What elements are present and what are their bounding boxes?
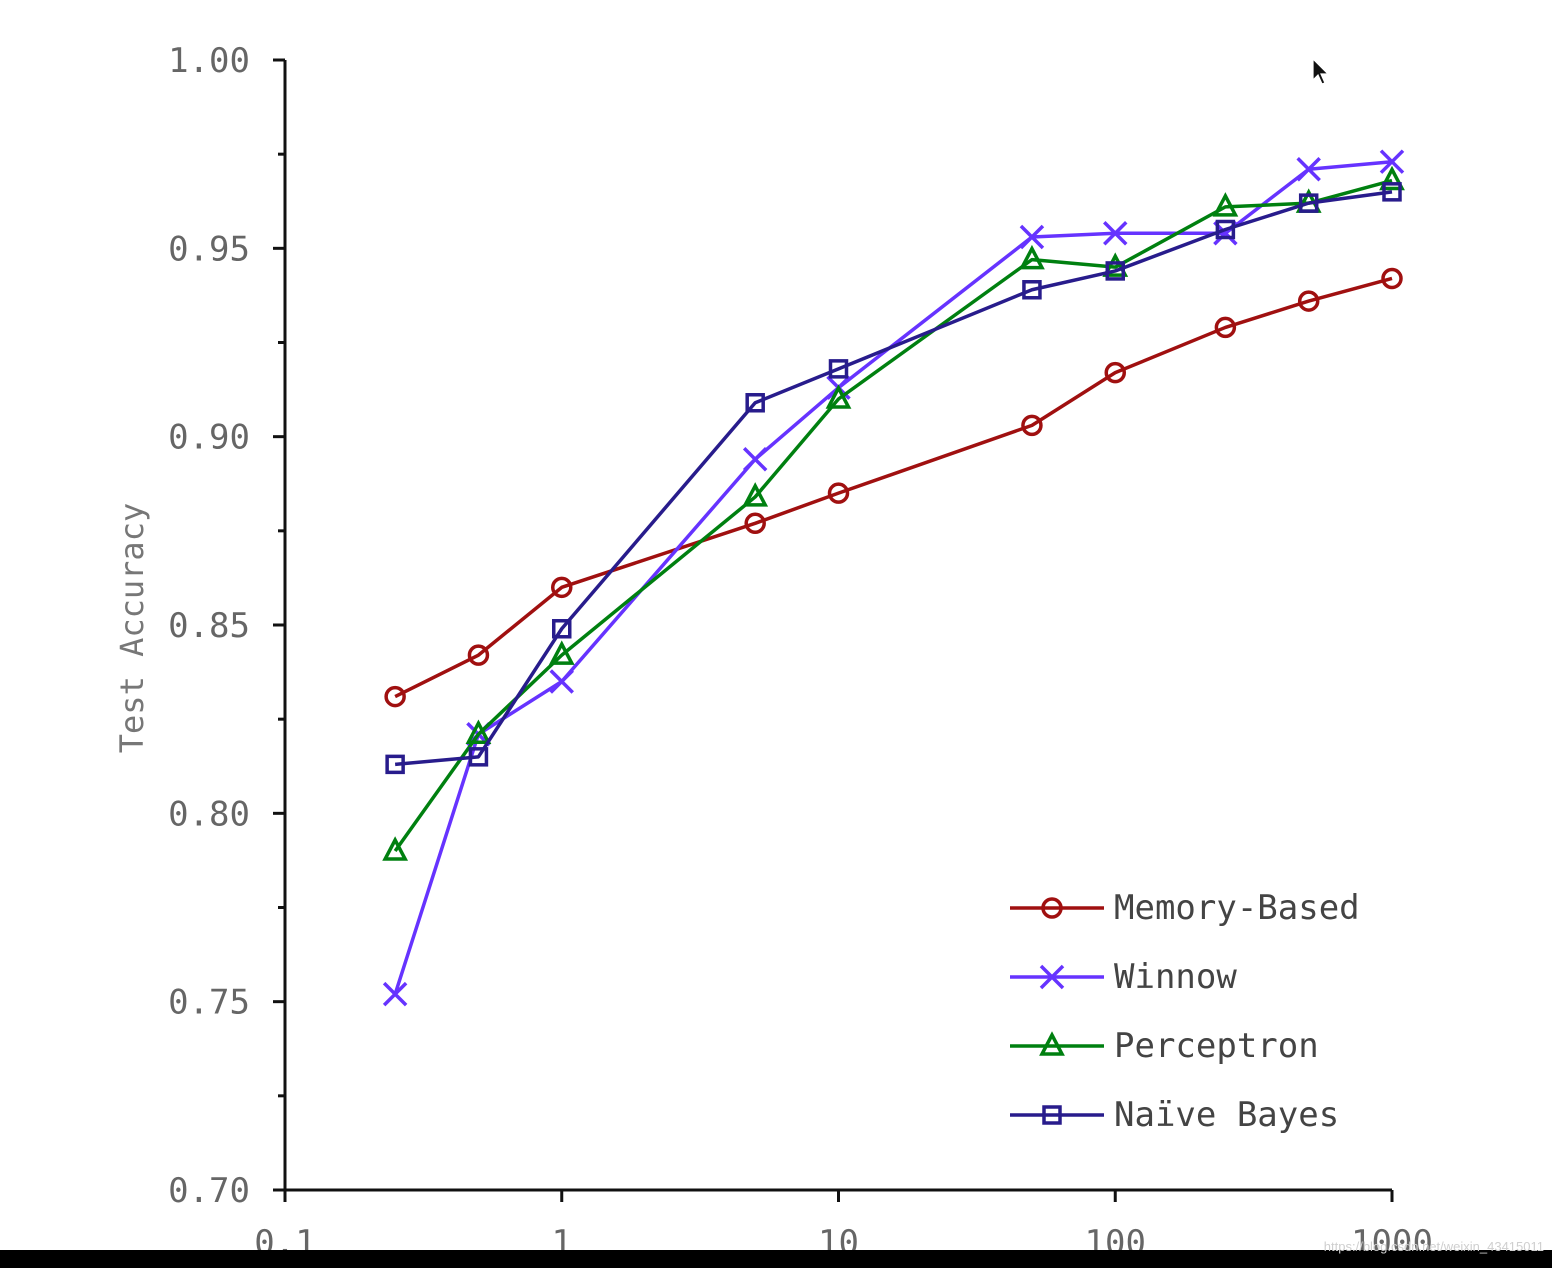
- data-point-perceptron: [1379, 165, 1405, 191]
- data-point-winnow: [1296, 156, 1321, 182]
- y-tick-label: 0.95: [168, 229, 250, 269]
- watermark-text: https://blog.csdn.net/weixin_43415011: [1323, 1239, 1544, 1254]
- data-point-naive-bayes: [1382, 182, 1402, 202]
- data-point-perceptron: [1019, 244, 1045, 270]
- data-point-perceptron: [1102, 252, 1129, 277]
- series-line-perceptron: [393, 178, 1393, 853]
- data-point-naive-bayes: [385, 754, 405, 775]
- data-point-naive-bayes: [828, 359, 849, 379]
- series-line-winnow: [393, 159, 1393, 995]
- legend-marker: [1041, 897, 1063, 919]
- legend: Memory-Based Winnow Perceptron Naïve Bayes: [1010, 888, 1360, 1135]
- y-tick-label: 0.80: [168, 794, 250, 834]
- legend-marker: [1042, 1105, 1062, 1125]
- data-point-winnow: [742, 447, 768, 472]
- data-point-naive-bayes: [1298, 193, 1319, 213]
- data-point-memory-based: [1021, 414, 1043, 437]
- data-point-winnow: [549, 669, 574, 694]
- data-point-memory-based: [1381, 267, 1403, 290]
- y-axis-title: Test Accuracy: [113, 503, 151, 753]
- legend-entry-perceptron: Perceptron: [1010, 1026, 1319, 1066]
- series-layer: [382, 149, 1405, 1007]
- data-point-memory-based: [1214, 316, 1237, 339]
- data-point-perceptron: [825, 384, 852, 409]
- data-point-naive-bayes: [552, 619, 572, 639]
- data-point-memory-based: [467, 644, 490, 666]
- data-point-memory-based: [1297, 290, 1320, 312]
- data-point-naive-bayes: [1105, 261, 1125, 281]
- series-perceptron: [382, 165, 1405, 861]
- data-point-perceptron: [465, 719, 492, 744]
- legend-label: Perceptron: [1114, 1026, 1319, 1066]
- legend-entry-memory-based: Memory-Based: [1010, 888, 1360, 928]
- legend-entry-winnow: Winnow: [1010, 957, 1237, 997]
- series-naive-bayes: [385, 182, 1402, 775]
- data-point-winnow: [1019, 224, 1045, 250]
- data-point-memory-based: [744, 512, 766, 535]
- data-point-memory-based: [384, 685, 406, 708]
- y-tick-label: 1.00: [168, 41, 250, 81]
- data-point-naive-bayes: [468, 747, 489, 767]
- legend-label: Memory-Based: [1114, 888, 1360, 928]
- data-point-perceptron: [1212, 192, 1239, 217]
- data-point-naive-bayes: [1215, 219, 1236, 240]
- data-point-memory-based: [1104, 361, 1126, 384]
- legend-label: Winnow: [1114, 957, 1237, 997]
- legend-label: Naïve Bayes: [1114, 1095, 1339, 1135]
- data-point-memory-based: [551, 576, 573, 599]
- series-memory-based: [384, 267, 1403, 708]
- data-point-perceptron: [548, 640, 575, 665]
- y-tick-label: 0.70: [168, 1171, 250, 1211]
- series-line-memory-based: [394, 276, 1393, 699]
- data-point-winnow: [382, 981, 408, 1007]
- y-tick-label: 0.75: [168, 983, 250, 1023]
- series-winnow: [382, 149, 1405, 1007]
- y-axis: 0.70 0.75 0.80 0.85 0.90 0.95 1.00: [168, 41, 287, 1211]
- bottom-bar: [0, 1250, 1552, 1268]
- data-point-perceptron: [382, 836, 409, 861]
- data-point-winnow: [1103, 221, 1128, 246]
- legend-marker: [1039, 964, 1065, 990]
- data-point-perceptron: [742, 482, 769, 507]
- data-point-naive-bayes: [745, 393, 765, 413]
- y-tick-label: 0.90: [168, 418, 250, 458]
- mouse-cursor-icon: [1312, 58, 1330, 85]
- legend-marker: [1039, 1031, 1065, 1056]
- y-tick-label: 0.85: [168, 606, 250, 646]
- legend-entry-naive-bayes: Naïve Bayes: [1010, 1095, 1339, 1135]
- data-point-naive-bayes: [1022, 280, 1042, 300]
- data-point-memory-based: [827, 482, 850, 504]
- data-point-winnow: [1379, 149, 1405, 174]
- series-line-naive-bayes: [394, 190, 1393, 767]
